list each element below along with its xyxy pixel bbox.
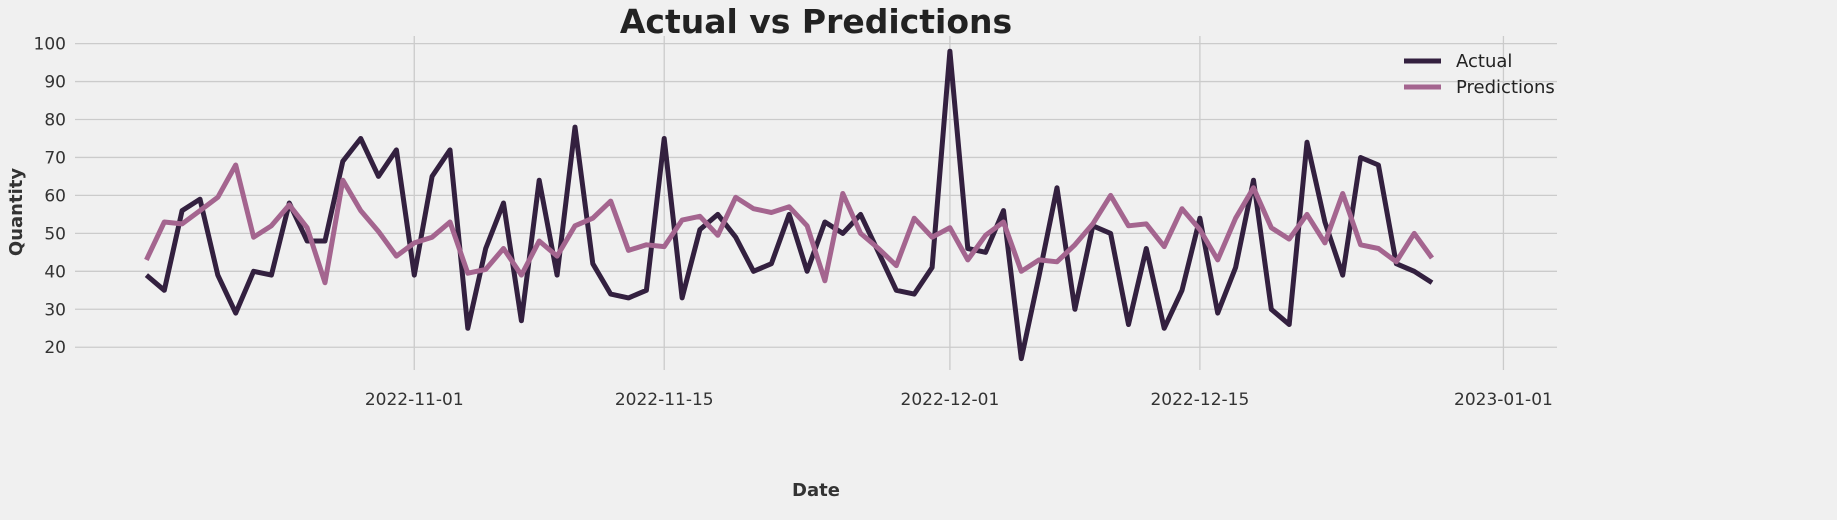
y-tick-label: 70 — [44, 148, 66, 168]
legend-label: Predictions — [1456, 77, 1555, 98]
y-axis-ticks: 20 30 40 50 60 70 80 90 100 — [34, 35, 66, 359]
y-tick-label: 40 — [44, 262, 66, 282]
y-tick-label: 100 — [34, 35, 66, 55]
chart-title: Actual vs Predictions — [620, 2, 1012, 41]
y-tick-label: 50 — [44, 224, 66, 244]
x-tick-label: 2022-11-15 — [615, 390, 714, 410]
series-lines — [144, 48, 1435, 362]
y-tick-label: 30 — [44, 300, 66, 320]
series-line-predictions — [144, 162, 1435, 286]
y-tick-label: 80 — [44, 111, 66, 131]
x-tick-label: 2022-11-01 — [365, 390, 464, 410]
x-tick-label: 2022-12-15 — [1150, 390, 1249, 410]
y-axis-title: Quantity — [6, 168, 27, 256]
x-axis-title: Date — [792, 480, 840, 501]
y-tick-label: 20 — [44, 338, 66, 358]
x-tick-label: 2022-12-01 — [901, 390, 1000, 410]
series-line-actual — [144, 48, 1434, 362]
x-axis-ticks: 2022-11-01 2022-11-15 2022-12-01 2022-12-15… — [365, 390, 1553, 410]
y-tick-label: 60 — [44, 186, 66, 206]
y-tick-label: 90 — [44, 73, 66, 93]
x-tick-label: 2023-01-01 — [1454, 390, 1553, 410]
legend: Actual Predictions — [1404, 51, 1555, 98]
legend-label: Actual — [1456, 51, 1512, 72]
